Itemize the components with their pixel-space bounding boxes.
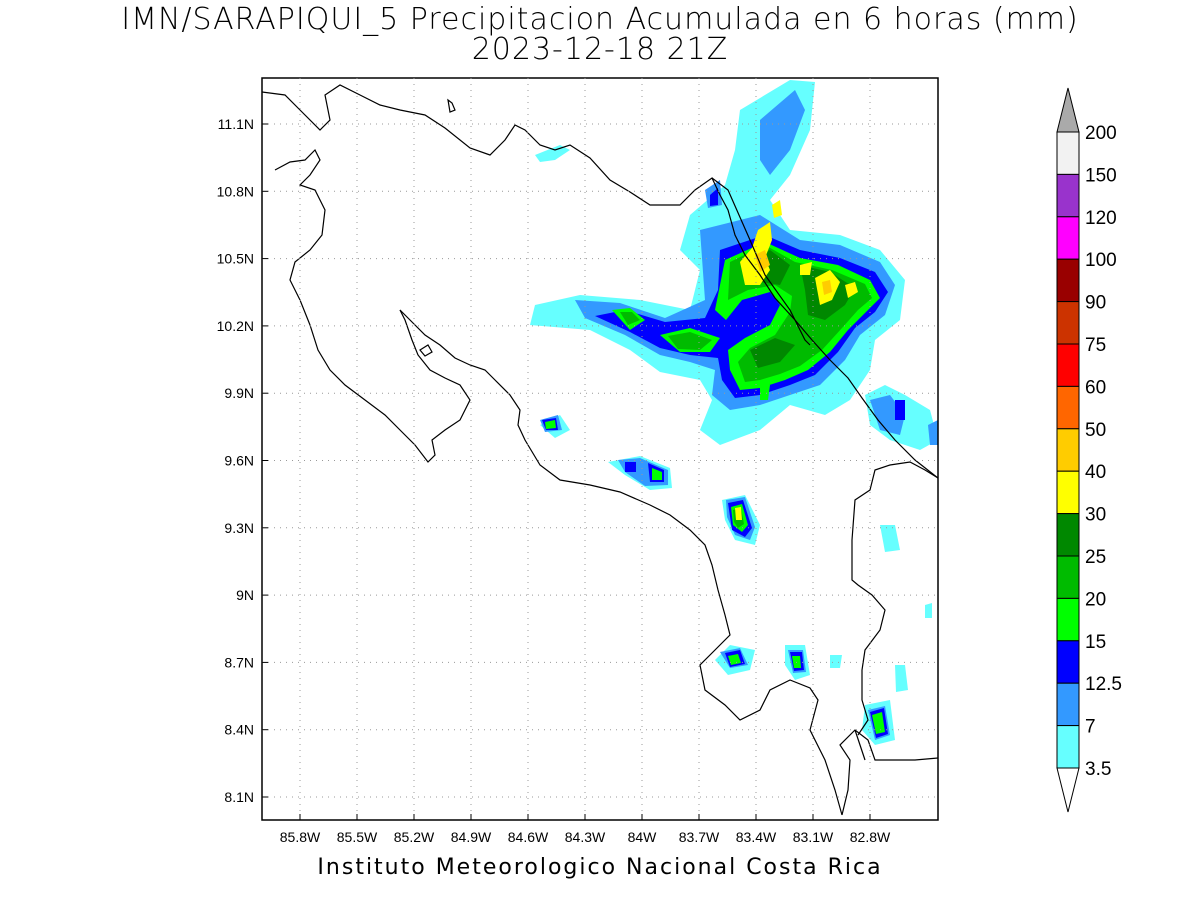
colorbar-swatch (1056, 301, 1080, 345)
colorbar-swatch (1056, 385, 1080, 430)
lon-tick-label: 83.7W (679, 829, 720, 845)
lat-tick-label: 8.7N (224, 654, 254, 670)
colorbar-swatch (1056, 640, 1080, 684)
lon-tick-label: 83.4W (736, 829, 777, 845)
colorbar-level-label: 75 (1085, 335, 1106, 356)
colorbar-level-label: 20 (1085, 589, 1106, 610)
lat-tick-label: 11.1N (218, 116, 254, 132)
colorbar-swatch (1056, 173, 1080, 218)
colorbar-level-label: 90 (1085, 293, 1106, 314)
colorbar-swatch (1056, 725, 1080, 769)
lat-tick-label: 9.3N (224, 520, 254, 536)
colorbar: 200 150 120 100 90 75 60 50 40 30 25 20 15 12.5 7 3.5 (1056, 87, 1122, 813)
colorbar-swatch (1056, 258, 1080, 303)
lon-tick-label: 84.6W (508, 829, 549, 845)
lat-tick-label: 9.6N (224, 453, 254, 469)
lon-tick-label: 85.8W (280, 829, 321, 845)
lon-tick-label: 84.3W (565, 829, 606, 845)
precipitation-shading (530, 80, 938, 745)
coastline (262, 84, 938, 816)
colorbar-swatch (1056, 597, 1080, 642)
map-valid-time: 2023-12-18 21Z (471, 32, 729, 67)
colorbar-level-label: 15 (1085, 632, 1106, 653)
colorbar-under-arrow (1056, 767, 1080, 813)
colorbar-swatch (1056, 343, 1080, 387)
colorbar-level-label: 200 (1085, 123, 1117, 144)
colorbar-level-label: 12.5 (1085, 674, 1122, 695)
lat-tick-label: 9.9N (224, 385, 254, 401)
colorbar-level-label: 30 (1085, 505, 1106, 526)
lat-tick-label: 10.2N (217, 318, 254, 334)
lat-tick-label: 10.8N (217, 183, 254, 199)
colorbar-level-label: 100 (1085, 250, 1117, 271)
colorbar-swatch (1056, 555, 1080, 599)
institution-credit: Instituto Meteorologico Nacional Costa R… (317, 855, 883, 880)
colorbar-swatch (1056, 682, 1080, 727)
lon-tick-label: 84.9W (451, 829, 492, 845)
colorbar-swatch (1056, 216, 1080, 260)
map-title: IMN/SARAPIQUI_5 Precipitacion Acumulada … (121, 2, 1079, 37)
lat-tick-label: 8.4N (224, 722, 254, 738)
lon-tick-label: 85.2W (394, 829, 435, 845)
lat-tick-label: 9N (236, 587, 254, 603)
lat-tick-label: 10.5N (217, 251, 254, 267)
colorbar-level-label: 40 (1085, 462, 1106, 483)
colorbar-level-label: 120 (1085, 208, 1117, 229)
colorbar-swatch (1056, 131, 1080, 175)
lon-tick-label: 82.8W (850, 829, 891, 845)
longitude-axis: 85.8W 85.5W 85.2W 84.9W 84.6W 84.3W 84W 83.7W 83… (280, 814, 891, 845)
gridlines (262, 78, 938, 820)
plot-frame (261, 77, 939, 821)
lon-tick-label: 84W (628, 829, 658, 845)
lat-tick-label: 8.1N (224, 789, 254, 805)
lon-tick-label: 85.5W (337, 829, 378, 845)
colorbar-swatch (1056, 428, 1080, 472)
colorbar-level-label: 150 (1085, 165, 1117, 186)
colorbar-swatch (1056, 513, 1080, 557)
colorbar-level-label: 7 (1085, 717, 1096, 738)
colorbar-swatch (1056, 470, 1080, 515)
latitude-axis: 11.1N 10.8N 10.5N 10.2N 9.9N 9.6N 9.3N 9N 8.7N 8.… (217, 116, 268, 805)
lon-tick-label: 83.1W (793, 829, 834, 845)
colorbar-level-label: 60 (1085, 377, 1106, 398)
colorbar-level-label: 3.5 (1085, 759, 1111, 780)
colorbar-over-arrow (1056, 87, 1080, 133)
colorbar-level-label: 25 (1085, 547, 1106, 568)
colorbar-level-label: 50 (1085, 420, 1106, 441)
